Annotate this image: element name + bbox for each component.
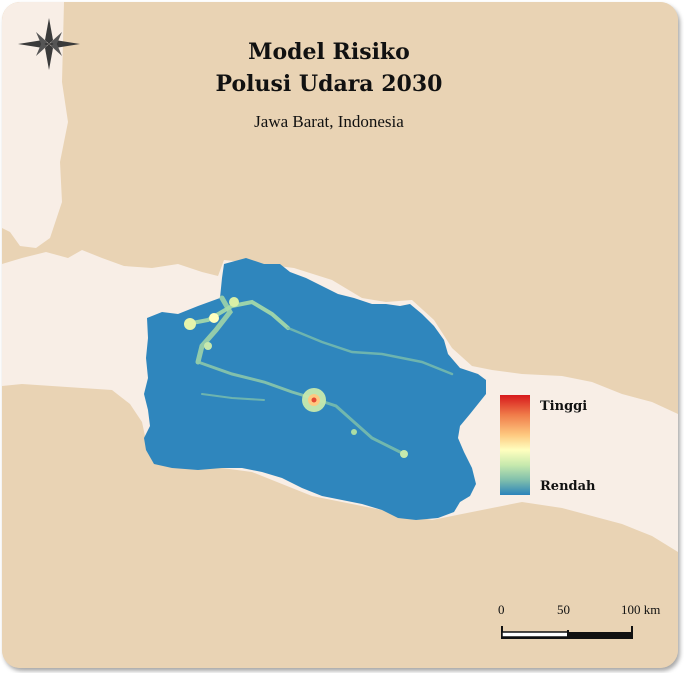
legend-low-label: Rendah	[540, 479, 596, 494]
legend-color-bar	[500, 395, 530, 495]
map-title: Model Risiko Polusi Udara 2030	[2, 36, 656, 100]
scale-tick-50: 50	[557, 602, 570, 617]
map-frame: Model Risiko Polusi Udara 2030 Jawa Bara…	[2, 2, 678, 668]
title-line-1: Model Risiko	[248, 39, 410, 65]
scale-tick-100: 100 km	[621, 602, 661, 617]
scale-tick-0: 0	[498, 602, 505, 617]
risk-corridors	[185, 295, 454, 454]
compass-rose-icon	[18, 18, 80, 70]
risk-hotspots	[184, 297, 408, 458]
title-line-2: Polusi Udara 2030	[215, 71, 443, 97]
map-subtitle: Jawa Barat, Indonesia	[254, 112, 404, 131]
scale-bar: 0 50 100 km	[496, 602, 676, 642]
map-canvas[interactable]	[2, 2, 678, 668]
scale-bar-graphic	[501, 626, 633, 639]
legend-high-label: Tinggi	[540, 399, 588, 414]
legend: Tinggi Rendah	[500, 395, 610, 499]
land-north-strip	[2, 2, 68, 248]
